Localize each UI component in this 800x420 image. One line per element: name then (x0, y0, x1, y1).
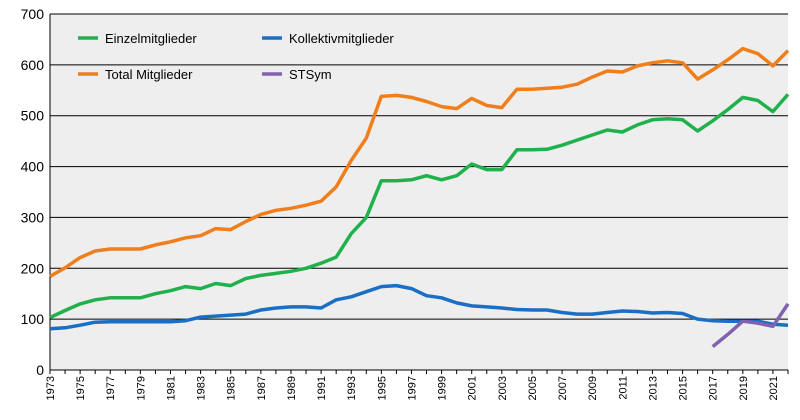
x-axis: 1973 1975 1977 1979 1981 1983 1985 1987 1989 1991… (45, 370, 789, 400)
x-tick-label: 1983 (196, 376, 208, 400)
x-tick-label: 1993 (346, 376, 358, 400)
y-tick-label: 500 (21, 108, 45, 124)
legend-label-kollektivmitglieder: Kollektivmitglieder (289, 31, 394, 46)
x-tick-label: 2001 (467, 376, 479, 400)
x-tick-label: 2007 (557, 376, 569, 400)
y-tick-label: 600 (21, 57, 45, 73)
y-tick-label: 100 (21, 311, 45, 327)
x-tick-label: 1975 (75, 376, 87, 400)
y-axis: 0 100 200 300 400 500 600 700 (21, 6, 51, 378)
x-tick-label: 2005 (527, 376, 539, 400)
x-tick-label: 1981 (165, 376, 177, 400)
series-line-kollektivmitglieder (49, 283, 789, 331)
x-tick-label: 1999 (437, 376, 449, 400)
x-tick-label: 1985 (226, 376, 238, 400)
x-tick-label: 2017 (708, 376, 720, 400)
legend-label-einzelmitglieder: Einzelmitglieder (105, 31, 197, 46)
x-tick-label: 1979 (135, 376, 147, 400)
x-tick-label: 1991 (316, 376, 328, 400)
series-line-total-mitglieder (49, 46, 790, 278)
plot-area (50, 14, 788, 370)
y-tick-label: 700 (21, 6, 45, 22)
x-tick-label: 2003 (497, 376, 509, 400)
y-tick-label: 200 (21, 260, 45, 276)
legend: Einzelmitglieder Kollektivmitglieder Total… (78, 31, 394, 82)
x-tick-label: 1987 (256, 376, 268, 400)
legend-label-stsym: STSym (289, 67, 332, 82)
series-line-einzelmitglieder (49, 93, 790, 320)
y-tick-label: 400 (21, 159, 45, 175)
x-tick-label: 1977 (105, 376, 117, 400)
legend-label-total-mitglieder: Total Mitglieder (105, 67, 193, 82)
x-tick-label: 2019 (738, 376, 750, 400)
y-tick-label: 300 (21, 209, 45, 225)
x-tick-label: 2009 (587, 376, 599, 400)
x-tick-label: 1973 (45, 376, 57, 400)
x-tick-label: 2013 (647, 376, 659, 400)
x-tick-label: 2011 (617, 376, 629, 400)
gridlines (50, 13, 788, 371)
series-line-stsym (711, 302, 790, 348)
x-tick-label: 1989 (286, 376, 298, 400)
x-tick-label: 1995 (376, 376, 388, 400)
x-tick-label: 2021 (768, 376, 780, 400)
x-tick-label: 1997 (406, 376, 418, 400)
x-tick-label: 2015 (678, 376, 690, 400)
series-lines (49, 46, 790, 348)
y-tick-label: 0 (36, 362, 44, 378)
